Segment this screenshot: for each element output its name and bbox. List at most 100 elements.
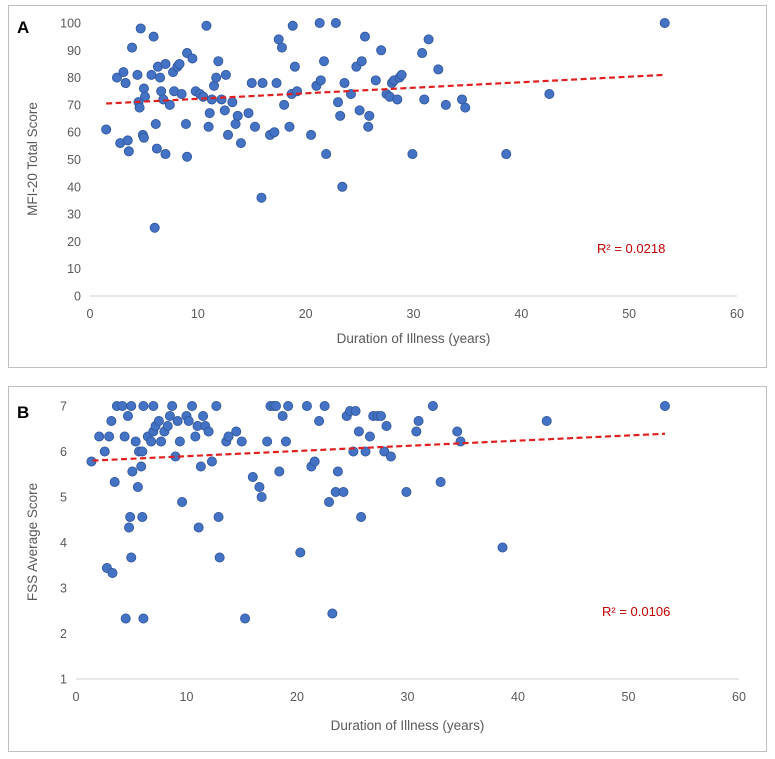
data-point xyxy=(148,31,159,42)
data-point xyxy=(315,75,326,86)
y-tick-label: 20 xyxy=(67,235,81,249)
data-point xyxy=(164,99,175,110)
data-point xyxy=(160,58,171,69)
data-point xyxy=(249,121,260,132)
y-tick-label: 60 xyxy=(67,126,81,140)
data-point xyxy=(276,42,287,53)
data-point xyxy=(363,121,374,132)
data-point xyxy=(187,53,198,64)
y-tick-label: 6 xyxy=(60,445,67,459)
data-point xyxy=(138,83,149,94)
data-point xyxy=(353,426,364,437)
data-point xyxy=(183,416,194,427)
data-point xyxy=(120,613,131,624)
data-point xyxy=(256,492,267,503)
data-point xyxy=(254,481,265,492)
data-point xyxy=(137,446,148,457)
data-point xyxy=(283,400,294,411)
data-point xyxy=(167,400,178,411)
y-tick-label: 1 xyxy=(60,673,67,687)
data-point xyxy=(379,446,390,457)
data-point xyxy=(356,512,367,523)
data-point xyxy=(160,149,171,160)
data-point xyxy=(433,64,444,75)
data-point xyxy=(214,552,225,563)
data-point xyxy=(155,72,166,83)
data-point xyxy=(174,436,185,447)
data-point xyxy=(223,431,234,442)
data-point xyxy=(243,108,254,119)
x-tick-label: 40 xyxy=(514,307,528,321)
y-tick-label: 30 xyxy=(67,208,81,222)
data-point xyxy=(117,400,128,411)
x-axis-title: Duration of Illness (years) xyxy=(331,718,485,733)
data-point xyxy=(411,426,422,437)
scatter-plot-b: B 1 2 3 4 5 6 7 0 10 20 30 40 50 60 Duration of Illness… xyxy=(17,400,746,734)
data-point xyxy=(435,476,446,487)
x-tick-label: 50 xyxy=(622,690,636,704)
data-point xyxy=(99,446,110,457)
r-squared-annotation: R² = 0.0218 xyxy=(597,241,665,256)
y-tick-label: 70 xyxy=(67,98,81,112)
data-point xyxy=(271,78,282,89)
data-point xyxy=(136,461,147,472)
data-point xyxy=(198,91,209,102)
x-tick-label: 10 xyxy=(191,307,205,321)
data-point xyxy=(156,436,167,447)
data-point xyxy=(232,110,243,121)
data-point xyxy=(134,102,145,113)
data-point xyxy=(274,466,285,477)
data-point xyxy=(126,552,137,563)
data-point xyxy=(153,416,164,427)
x-tick-label: 30 xyxy=(407,307,421,321)
data-point xyxy=(182,151,193,162)
panel-label-b: B xyxy=(17,403,29,422)
data-point xyxy=(132,481,143,492)
data-point xyxy=(271,400,282,411)
data-point xyxy=(257,78,268,89)
data-point xyxy=(335,110,346,121)
data-point xyxy=(119,431,130,442)
trendline xyxy=(92,432,666,462)
data-point xyxy=(306,129,317,140)
data-point xyxy=(330,17,341,28)
data-point xyxy=(455,436,466,447)
data-point xyxy=(137,512,148,523)
data-point xyxy=(139,91,150,102)
trendline xyxy=(106,73,665,105)
y-tick-label: 7 xyxy=(60,400,67,414)
y-tick-label: 0 xyxy=(74,290,81,304)
data-point xyxy=(101,124,112,135)
data-point xyxy=(230,119,241,130)
data-point xyxy=(132,69,143,80)
x-tick-label: 10 xyxy=(180,690,194,704)
data-point xyxy=(220,69,231,80)
data-point xyxy=(135,23,146,34)
data-point xyxy=(659,17,670,28)
data-point xyxy=(122,411,133,422)
data-point xyxy=(118,67,129,78)
data-point xyxy=(350,406,361,417)
data-point xyxy=(204,108,215,119)
y-tick-label: 2 xyxy=(60,627,67,641)
data-point xyxy=(177,497,188,508)
data-point xyxy=(339,78,350,89)
data-point xyxy=(193,522,204,533)
data-point xyxy=(401,486,412,497)
data-point xyxy=(375,411,386,422)
data-point xyxy=(156,86,167,97)
data-point xyxy=(301,400,312,411)
data-point xyxy=(107,567,118,578)
data-point xyxy=(104,431,115,442)
data-point xyxy=(314,17,325,28)
x-tick-label: 20 xyxy=(290,690,304,704)
data-point xyxy=(240,613,251,624)
data-point xyxy=(180,119,191,130)
data-point xyxy=(370,75,381,86)
data-point xyxy=(174,58,185,69)
data-point xyxy=(364,110,375,121)
data-point xyxy=(203,121,214,132)
data-point xyxy=(321,149,332,160)
r-squared-annotation: R² = 0.0106 xyxy=(602,604,670,619)
data-point xyxy=(413,416,424,427)
